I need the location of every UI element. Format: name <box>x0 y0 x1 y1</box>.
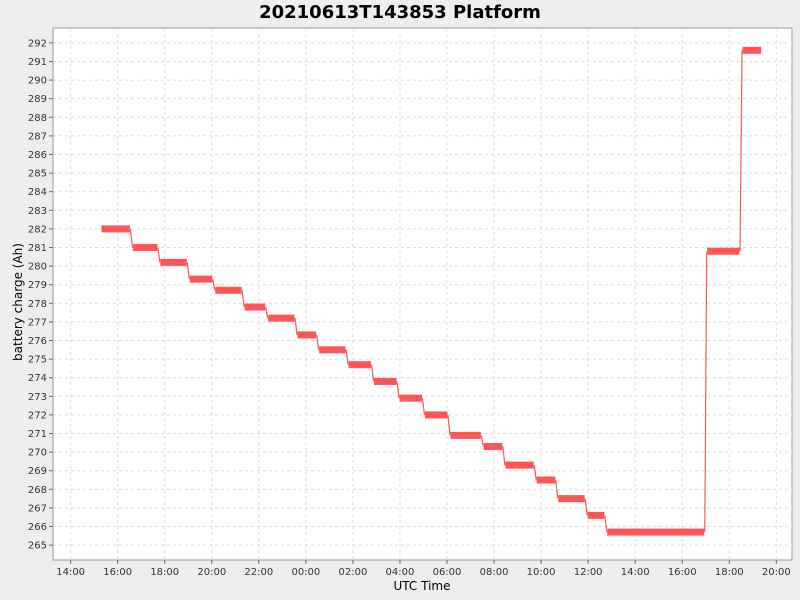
series-step <box>502 446 506 466</box>
y-tick-label: 267 <box>28 503 47 514</box>
series-step <box>186 262 190 280</box>
y-tick-label: 269 <box>28 466 47 477</box>
y-tick-label: 289 <box>28 94 47 105</box>
series-step <box>480 435 484 447</box>
series-step <box>704 251 708 533</box>
series-step <box>129 228 134 248</box>
series-segment <box>297 331 317 339</box>
y-tick-label: 278 <box>28 299 47 310</box>
y-tick-label: 271 <box>28 429 47 440</box>
plot-area <box>52 27 793 561</box>
series-step <box>157 247 161 263</box>
x-tick-label: 04:00 <box>386 567 415 578</box>
series-segment <box>319 346 346 354</box>
y-axis-label: battery charge (Ah) <box>11 243 25 361</box>
y-tick-label: 285 <box>28 169 47 180</box>
y-tick-label: 277 <box>28 317 47 328</box>
series-segment <box>132 243 158 251</box>
y-tick-label: 284 <box>28 187 47 198</box>
series-segment <box>160 258 187 266</box>
series-step <box>584 498 588 516</box>
series-step <box>533 465 537 481</box>
series-segment <box>587 511 605 519</box>
series-segment <box>505 461 534 469</box>
x-tick-label: 14:00 <box>56 567 85 578</box>
series-step <box>241 290 245 308</box>
y-tick-label: 270 <box>28 448 47 459</box>
x-axis-label: UTC Time <box>394 579 451 593</box>
x-axis-ticks: 14:00 16:00 18:00 20:00 22:00 00:00 02:00 04:00… <box>56 560 791 578</box>
chart-title: 20210613T143853 Platform <box>259 2 541 23</box>
series-step <box>265 306 269 319</box>
x-tick-label: 20:00 <box>762 567 791 578</box>
series-step <box>396 381 400 399</box>
x-tick-label: 20:00 <box>197 567 226 578</box>
series-step <box>316 334 320 350</box>
y-tick-label: 268 <box>28 485 47 496</box>
series-segment <box>558 495 585 503</box>
y-tick-label: 291 <box>28 57 47 68</box>
x-tick-label: 16:00 <box>668 567 697 578</box>
grid <box>53 28 792 560</box>
series-segment <box>707 247 740 255</box>
series-step <box>739 50 743 252</box>
y-tick-label: 281 <box>28 243 47 254</box>
y-tick-label: 273 <box>28 392 47 403</box>
series-segment <box>399 394 422 402</box>
series-step <box>604 515 608 533</box>
y-axis-ticks: 265 266 267 268 269 270 271 272 273 274 275 276 277 2… <box>28 38 53 552</box>
y-tick-label: 290 <box>28 76 47 87</box>
y-tick-label: 292 <box>28 38 47 49</box>
x-tick-label: 06:00 <box>433 567 462 578</box>
series-segment <box>483 443 503 451</box>
series-step <box>421 398 426 415</box>
series-segment <box>189 275 213 283</box>
x-tick-label: 18:00 <box>715 567 744 578</box>
series-segment <box>450 431 481 439</box>
series-segment <box>101 225 130 233</box>
y-tick-label: 279 <box>28 280 47 291</box>
series-segment <box>742 46 762 54</box>
series-segment <box>215 286 242 294</box>
y-tick-label: 286 <box>28 150 47 161</box>
x-tick-label: 14:00 <box>621 567 650 578</box>
series-step <box>294 318 298 335</box>
y-tick-label: 276 <box>28 336 47 347</box>
series-segment <box>424 411 448 419</box>
x-tick-label: 18:00 <box>150 567 179 578</box>
x-tick-label: 08:00 <box>480 567 509 578</box>
y-tick-label: 283 <box>28 206 47 217</box>
y-tick-label: 287 <box>28 131 47 142</box>
y-tick-label: 274 <box>28 373 47 384</box>
x-tick-label: 12:00 <box>574 567 603 578</box>
y-tick-label: 266 <box>28 522 47 533</box>
series-step <box>370 364 375 382</box>
x-tick-label: 22:00 <box>244 567 273 578</box>
series-step <box>212 279 216 291</box>
y-tick-label: 280 <box>28 262 47 273</box>
series-segment <box>607 528 705 536</box>
series-segment <box>268 314 295 322</box>
series-segment <box>244 303 266 311</box>
y-tick-label: 282 <box>28 224 47 235</box>
series-segment <box>348 361 372 369</box>
series-step <box>447 414 451 436</box>
x-tick-label: 00:00 <box>291 567 320 578</box>
x-tick-label: 16:00 <box>103 567 132 578</box>
y-tick-label: 265 <box>28 541 47 552</box>
series-segment <box>374 377 397 385</box>
series-battery-charge <box>101 46 762 536</box>
y-tick-label: 275 <box>28 355 47 366</box>
y-tick-label: 272 <box>28 410 47 421</box>
x-tick-label: 10:00 <box>527 567 556 578</box>
series-segment <box>536 476 556 484</box>
series-step <box>555 479 559 499</box>
y-tick-label: 288 <box>28 113 47 124</box>
series-step <box>345 349 349 365</box>
x-tick-label: 02:00 <box>338 567 367 578</box>
